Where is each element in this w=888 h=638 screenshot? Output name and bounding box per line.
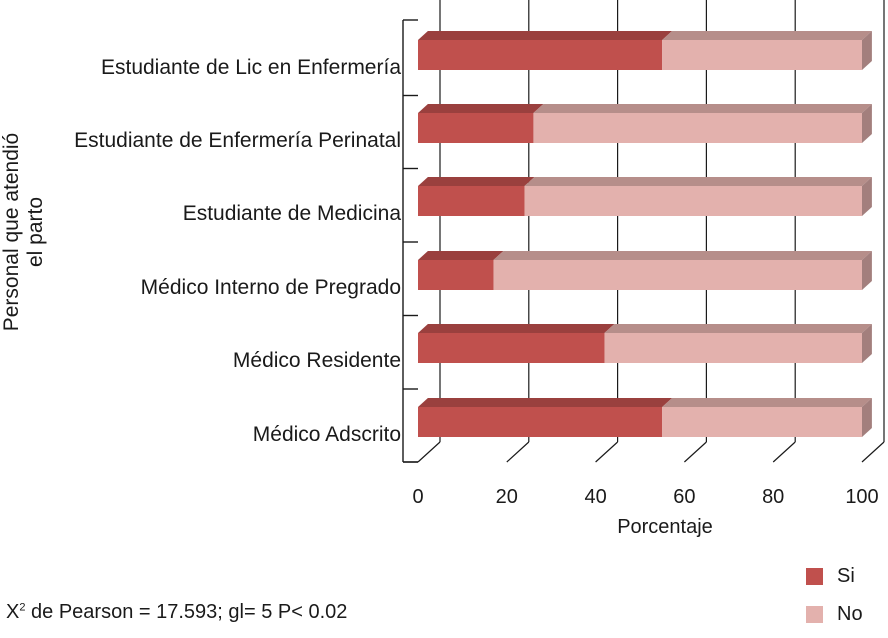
bar-No-1 (533, 113, 862, 143)
statistics-footnote: X2 de Pearson = 17.593; gl= 5 P< 0.02 (6, 601, 347, 624)
bar-side-No-2 (862, 177, 872, 216)
category-label-4: Médico Residente (233, 349, 401, 372)
stat-symbol: X (6, 601, 20, 623)
bar-side-No-5 (862, 398, 872, 437)
legend-label-si: Si (837, 564, 855, 587)
bar-side-No-0 (862, 31, 872, 70)
x-tick-label-20: 20 (496, 486, 518, 508)
category-label-3: Médico Interno de Pregrado (141, 276, 401, 299)
category-label-0: Estudiante de Lic en Enfermería (101, 56, 401, 79)
x-tick-label-80: 80 (762, 486, 784, 508)
bar-side-No-4 (862, 324, 872, 363)
bar-top-Si-0 (418, 31, 673, 40)
x-tick-label-0: 0 (412, 486, 423, 508)
bar-top-No-5 (662, 398, 872, 407)
x-axis-title: Porcentaje (617, 516, 713, 538)
bar-top-Si-3 (418, 251, 504, 260)
legend-label-no: No (837, 602, 863, 625)
legend-item-si: Si (806, 562, 863, 590)
bar-top-Si-5 (418, 398, 673, 407)
stat-superscript: 2 (19, 601, 26, 614)
bar-top-No-4 (604, 324, 872, 333)
bar-No-2 (524, 186, 862, 216)
floor-tick-20 (506, 441, 530, 463)
legend-swatch-si (806, 567, 823, 585)
bar-Si-1 (418, 113, 534, 143)
bar-top-No-2 (524, 177, 872, 186)
bar-top-No-0 (662, 31, 872, 40)
bar-side-No-3 (862, 251, 872, 290)
bar-Si-2 (418, 186, 525, 216)
bar-top-No-3 (493, 251, 872, 260)
floor-tick-40 (595, 441, 619, 463)
y-axis-title-line-0: Personal que atendió (0, 133, 23, 332)
bar-Si-0 (418, 40, 663, 70)
stat-text: de Pearson = 17.593; gl= 5 P< 0.02 (25, 601, 348, 623)
floor-tick-60 (683, 441, 707, 463)
floor-tick-100 (861, 441, 885, 463)
bar-top-Si-2 (418, 177, 535, 186)
y-axis-title: Personal que atendióel parto (0, 133, 47, 332)
category-label-2: Estudiante de Medicina (183, 202, 402, 225)
x-tick-label-100: 100 (845, 486, 878, 508)
category-label-5: Médico Adscrito (253, 423, 401, 446)
bar-No-3 (493, 260, 862, 290)
category-label-1: Estudiante de Enfermería Perinatal (74, 129, 401, 152)
bar-Si-3 (418, 260, 494, 290)
x-tick-label-40: 40 (584, 486, 606, 508)
bar-top-Si-4 (418, 324, 615, 333)
x-tick-label-60: 60 (673, 486, 695, 508)
legend-swatch-no (806, 605, 823, 623)
bar-top-No-1 (533, 104, 872, 113)
bar-top-Si-1 (418, 104, 544, 113)
bar-No-4 (604, 333, 862, 363)
bar-No-0 (662, 40, 862, 70)
floor-tick-0 (417, 441, 441, 463)
bar-Si-5 (418, 407, 663, 437)
legend-item-no: No (806, 600, 863, 628)
bar-No-5 (662, 407, 862, 437)
floor-tick-80 (772, 441, 796, 463)
bar-side-No-1 (862, 104, 872, 143)
legend: Si No (806, 562, 863, 638)
y-axis-title-line-1: el parto (24, 197, 47, 267)
bar-Si-4 (418, 333, 605, 363)
